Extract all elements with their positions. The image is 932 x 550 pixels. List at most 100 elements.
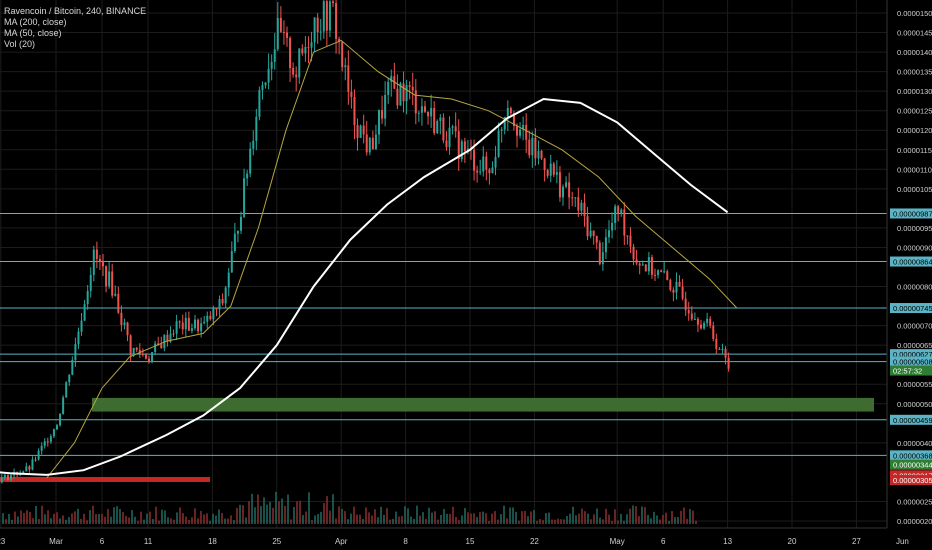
candle-body: [166, 334, 169, 342]
volume-bar: [167, 517, 169, 524]
volume-bar: [635, 506, 637, 524]
candle-body: [200, 323, 203, 332]
volume-bar: [227, 518, 229, 524]
volume-bar: [485, 513, 487, 524]
candle-body: [46, 441, 49, 443]
volume-bar: [125, 515, 127, 524]
indicator-ma50: MA (50, close): [4, 28, 62, 38]
chart-legend: Ravencoin / Bitcoin, 240, BINANCE MA (20…: [4, 6, 146, 50]
candle-body: [74, 344, 77, 360]
volume-bar: [131, 510, 133, 524]
candle-body: [135, 347, 138, 350]
candle-body: [638, 263, 641, 266]
candle-body: [319, 31, 322, 33]
extra-label-bg: [890, 365, 932, 376]
candle-body: [49, 436, 52, 442]
candle-body: [381, 110, 384, 119]
candle-body: [451, 126, 454, 128]
candle-body: [494, 156, 497, 168]
x-tick-label: May: [610, 537, 625, 546]
candle-body: [292, 67, 295, 75]
indicator-ma200: MA (200, close): [4, 17, 67, 27]
volume-bar: [560, 519, 562, 524]
volume-bar: [392, 518, 394, 524]
price-label-bg: [890, 256, 932, 267]
candle-body: [405, 85, 408, 102]
candle-body: [485, 156, 488, 170]
volume-bar: [293, 506, 295, 524]
candle-body: [243, 178, 246, 217]
volume-bar: [632, 505, 634, 524]
volume-bar: [371, 515, 373, 524]
volume-bar: [344, 511, 346, 524]
candle-body: [687, 310, 690, 314]
volume-bar: [557, 518, 559, 524]
candle-body: [675, 281, 678, 293]
candle-body: [184, 317, 187, 330]
volume-bar: [362, 518, 364, 524]
volume-bar: [203, 514, 205, 524]
candle-body: [700, 324, 702, 329]
candle-body: [218, 299, 221, 310]
volume-bar: [155, 506, 157, 524]
volume-bar: [608, 514, 610, 524]
volume-bar: [695, 520, 697, 524]
candle-body: [654, 274, 656, 276]
volume-bar: [341, 508, 343, 524]
candle-body: [721, 348, 724, 350]
volume-bar: [692, 510, 694, 524]
volume-bar: [215, 515, 217, 524]
candle-body: [549, 163, 552, 176]
volume-bar: [269, 501, 271, 524]
volume-bar: [320, 511, 322, 524]
volume-bar: [182, 513, 184, 524]
volume-bar: [479, 511, 481, 524]
candle-body: [62, 397, 65, 414]
candle-body: [608, 230, 610, 238]
volume-bar: [518, 520, 520, 524]
candle-body: [586, 216, 589, 237]
candle-body: [479, 171, 482, 173]
volume-bar: [302, 514, 304, 524]
volume-bar: [377, 517, 379, 524]
volume-bar: [296, 501, 298, 524]
volume-bar: [17, 516, 19, 524]
volume-bar: [257, 494, 259, 524]
candle-body: [420, 106, 423, 113]
volume-bar: [200, 511, 202, 524]
candle-body: [476, 170, 479, 173]
candle-body: [77, 331, 80, 345]
price-label: 0.00000608: [893, 358, 932, 367]
candle-body: [604, 237, 607, 253]
volume-bar: [398, 516, 400, 524]
price-label-bg: [890, 208, 932, 219]
candle-body: [120, 312, 123, 325]
candle-body: [172, 333, 175, 335]
volume-bar: [239, 504, 241, 524]
volume-bar: [401, 515, 403, 524]
candle-body: [80, 320, 83, 332]
volume-bar: [104, 516, 106, 524]
extra-label-bg: [890, 474, 932, 485]
candle-body: [230, 251, 233, 273]
candle-body: [132, 347, 135, 356]
volume-bar: [575, 515, 577, 524]
candle-body: [68, 374, 71, 383]
candle-body: [684, 298, 687, 311]
volume-bar: [50, 518, 52, 524]
resistance-zone: [0, 476, 210, 482]
volume-bar: [80, 518, 82, 524]
volume-bar: [2, 513, 4, 524]
volume-bar: [497, 519, 499, 524]
candle-body: [261, 85, 264, 91]
candle-body: [240, 216, 242, 231]
candle-body: [255, 116, 258, 141]
volume-bar: [266, 504, 268, 524]
candle-body: [203, 321, 206, 324]
volume-bar: [179, 507, 181, 524]
candle-body: [154, 343, 157, 353]
